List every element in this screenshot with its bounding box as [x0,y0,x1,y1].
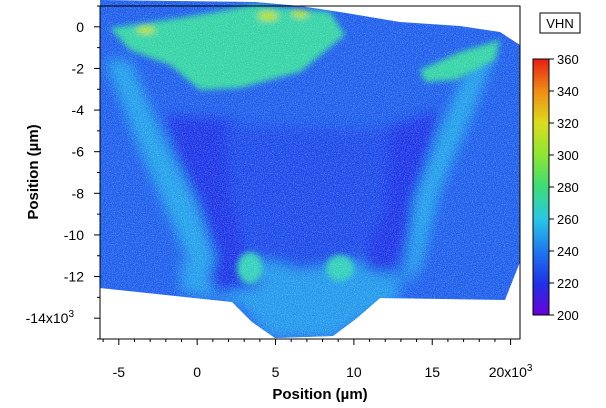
y-tick-label: -14x103 [26,309,75,326]
colorbar-ticks: 360 340 320 300 280 260 240 220 200 [549,52,579,323]
y-axis: 0 -2 -4 -6 -8 -10 -12 -14x103 [26,5,100,340]
x-tick-label: -5 [113,364,126,380]
x-tick-label: 5 [272,364,280,380]
colorbar-tick-label: 320 [557,116,579,131]
texture-noise [100,0,520,338]
colorbar-tick-label: 240 [557,244,579,259]
x-tick-label: 0 [193,364,201,380]
y-tick-label: -10 [64,227,84,243]
y-tick-label: -4 [72,102,85,118]
y-tick-label: 0 [76,19,84,35]
heatmap-area [100,0,520,338]
y-axis-title: Position (µm) [25,124,42,219]
x-axis: -5 0 5 10 15 20x103 [102,339,533,380]
colorbar-tick-label: 200 [557,308,579,323]
colorbar: VHN 360 340 320 300 280 260 240 220 200 [532,12,581,323]
colorbar-tick-label: 360 [557,52,579,67]
colorbar-title-box [539,12,581,34]
colorbar-tick-label: 260 [557,212,579,227]
x-tick-label: 20x103 [489,363,533,380]
colorbar-title: VHN [546,16,573,31]
colorbar-tick-label: 340 [557,84,579,99]
y-tick-exponent: 3 [68,309,74,320]
x-tick-label: 15 [424,364,440,380]
colorbar-gradient [532,58,550,316]
colorbar-tick-label: 220 [557,276,579,291]
y-tick-label: -12 [64,269,84,285]
x-tick-label: 10 [346,364,362,380]
x-axis-title: Position (µm) [272,386,367,403]
colorbar-tick-label: 300 [557,148,579,163]
y-tick-label: -2 [72,60,85,76]
colorbar-tick-label: 280 [557,180,579,195]
x-tick-exponent: 3 [527,363,533,374]
y-tick-label: -6 [72,144,85,160]
y-tick-label: -8 [72,185,85,201]
